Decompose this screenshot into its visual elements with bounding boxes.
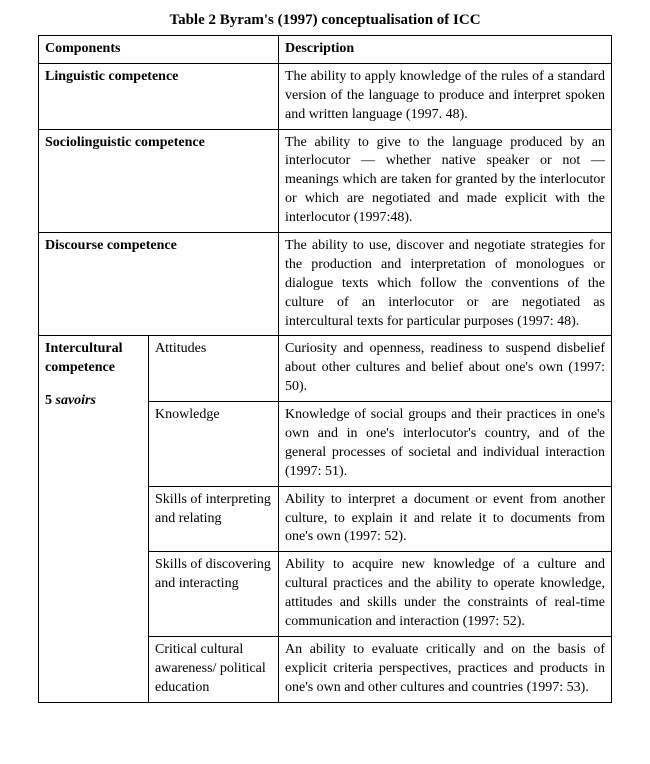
cell-attitudes-label: Attitudes <box>149 336 279 402</box>
cell-intercultural-name: Intercultural competence 5 savoirs <box>39 336 149 702</box>
cell-linguistic-desc: The ability to apply knowledge of the ru… <box>279 63 612 129</box>
table-header-row: Components Description <box>39 36 612 64</box>
cell-discourse-desc: The ability to use, discover and negotia… <box>279 233 612 336</box>
icc-table: Components Description Linguistic compet… <box>38 35 612 703</box>
five-prefix: 5 <box>45 393 56 408</box>
cell-knowledge-label: Knowledge <box>149 402 279 487</box>
row-attitudes: Intercultural competence 5 savoirs Attit… <box>39 336 612 402</box>
cell-linguistic-name: Linguistic competence <box>39 63 279 129</box>
cell-critical-desc: An ability to evaluate critically and on… <box>279 636 612 702</box>
page-container: Table 2 Byram's (1997) conceptualisation… <box>0 0 650 723</box>
five-savoirs-label: 5 savoirs <box>45 392 142 411</box>
cell-interpreting-desc: Ability to interpret a document or event… <box>279 486 612 552</box>
savoirs-italic: savoirs <box>56 393 96 408</box>
header-description: Description <box>279 36 612 64</box>
cell-discovering-label: Skills of discovering and interacting <box>149 552 279 637</box>
row-sociolinguistic: Sociolinguistic competence The ability t… <box>39 129 612 232</box>
cell-sociolinguistic-desc: The ability to give to the language prod… <box>279 129 612 232</box>
cell-attitudes-desc: Curiosity and openness, readiness to sus… <box>279 336 612 402</box>
cell-knowledge-desc: Knowledge of social groups and their pra… <box>279 402 612 487</box>
table-caption: Table 2 Byram's (1997) conceptualisation… <box>38 12 612 29</box>
row-discourse: Discourse competence The ability to use,… <box>39 233 612 336</box>
cell-discourse-name: Discourse competence <box>39 233 279 336</box>
intercultural-label: Intercultural competence <box>45 341 123 375</box>
cell-discovering-desc: Ability to acquire new knowledge of a cu… <box>279 552 612 637</box>
row-linguistic: Linguistic competence The ability to app… <box>39 63 612 129</box>
cell-sociolinguistic-name: Sociolinguistic competence <box>39 129 279 232</box>
cell-interpreting-label: Skills of interpreting and relating <box>149 486 279 552</box>
cell-critical-label: Critical cultural awareness/ political e… <box>149 636 279 702</box>
header-components: Components <box>39 36 279 64</box>
